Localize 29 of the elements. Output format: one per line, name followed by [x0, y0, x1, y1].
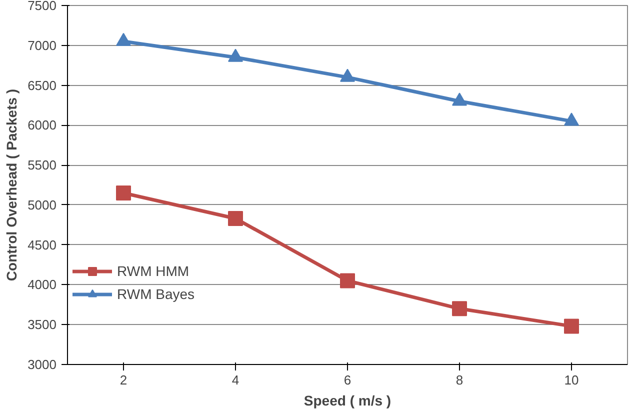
- y-tick-label: 3000: [28, 357, 56, 372]
- legend-label: RWM HMM: [117, 263, 190, 279]
- y-tick-label: 6000: [28, 118, 56, 133]
- x-tick-label: 10: [564, 372, 579, 388]
- y-tick-label: 4000: [28, 277, 56, 292]
- y-tick-label: 3500: [28, 317, 56, 332]
- point: [564, 318, 579, 334]
- point: [452, 301, 467, 316]
- y-axis-title: Control Overhead ( Packets ): [4, 88, 20, 282]
- point: [564, 112, 579, 126]
- point: [452, 92, 467, 106]
- y-tick-label: 5500: [28, 158, 56, 173]
- point: [228, 48, 243, 62]
- y-tick-label: 4500: [28, 237, 56, 252]
- point: [116, 185, 131, 200]
- legend-label: RWM Bayes: [117, 286, 195, 302]
- point: [340, 68, 355, 82]
- x-tick-label: 6: [344, 372, 352, 388]
- point: [228, 211, 243, 226]
- y-tick-label: 5000: [28, 197, 56, 212]
- x-tick-label: 4: [232, 372, 240, 388]
- point: [116, 32, 131, 46]
- point: [340, 273, 355, 288]
- x-tick-label: 8: [456, 372, 464, 388]
- y-tick-label: 7000: [28, 38, 56, 53]
- y-tick-label: 6500: [28, 78, 56, 93]
- y-tick-label: 7500: [28, 0, 56, 13]
- x-tick-label: 2: [120, 372, 128, 388]
- x-axis-title: Speed ( m/s ): [304, 392, 392, 408]
